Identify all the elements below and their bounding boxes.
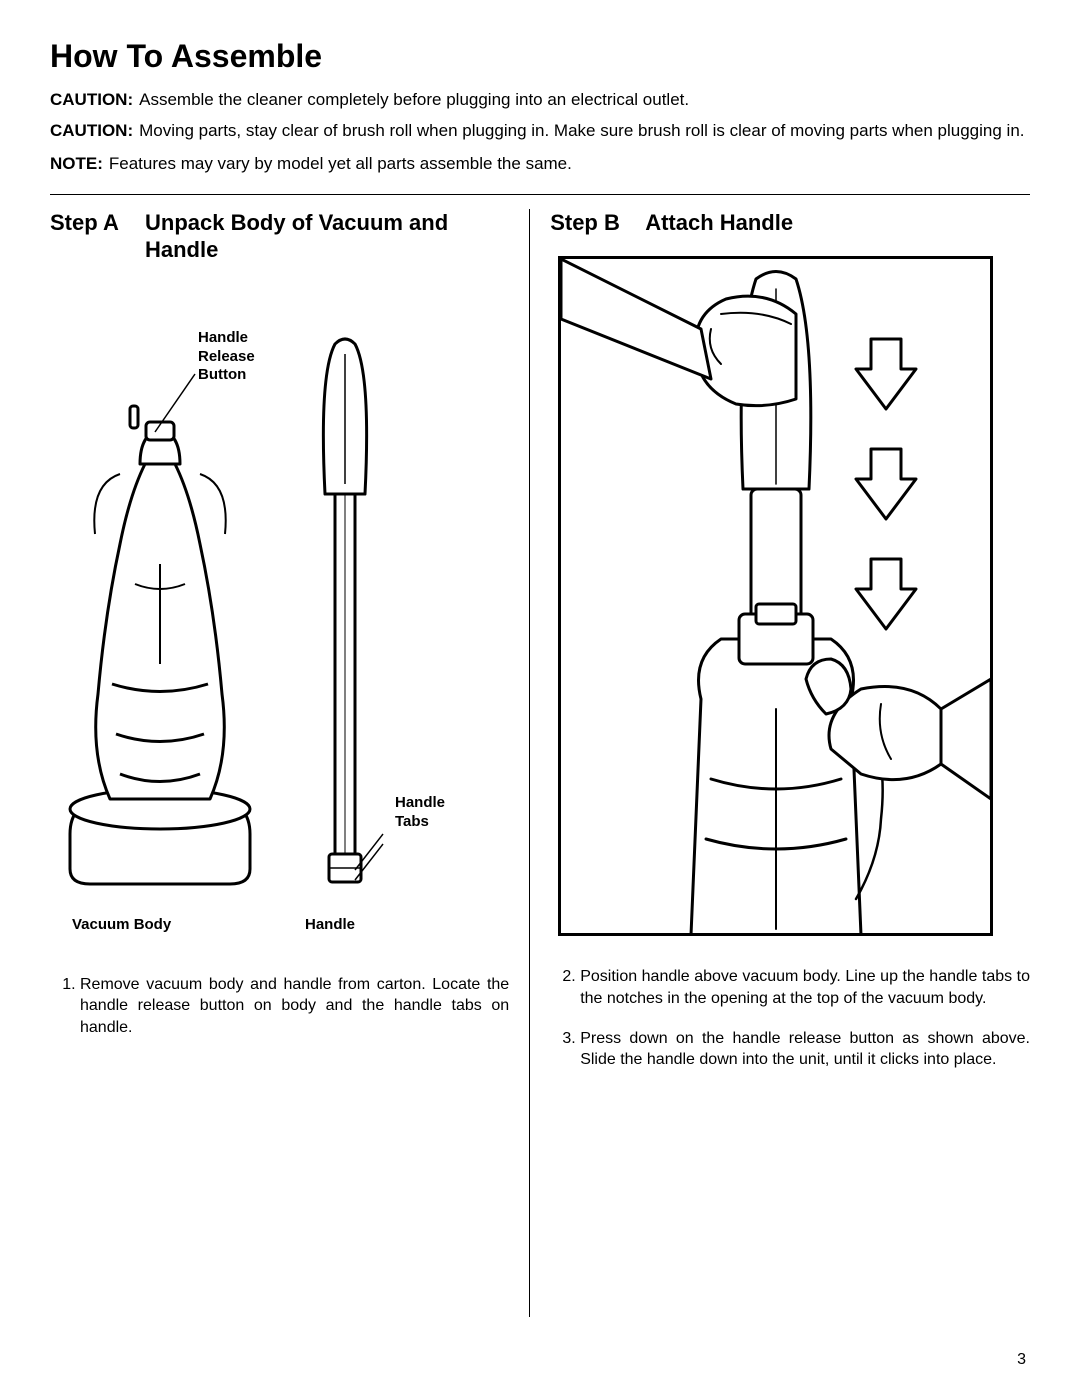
instruction-1: Remove vacuum body and handle from carto… bbox=[80, 974, 509, 1039]
step-b-figure bbox=[558, 256, 993, 936]
step-b-head: Step B Attach Handle bbox=[550, 209, 1030, 237]
step-b-title: Attach Handle bbox=[645, 209, 793, 237]
caution-label: CAUTION: bbox=[50, 89, 133, 112]
handle-illustration bbox=[305, 334, 385, 894]
caution-text: Moving parts, stay clear of brush roll w… bbox=[139, 120, 1024, 143]
note-text: Features may vary by model yet all parts… bbox=[109, 153, 572, 176]
note-label: NOTE: bbox=[50, 153, 103, 176]
note-1: NOTE: Features may vary by model yet all… bbox=[50, 153, 1030, 176]
step-a-title: Unpack Body of Vacuum and Handle bbox=[145, 209, 509, 264]
callout-handle-release-button: Handle Release Button bbox=[198, 329, 255, 385]
instruction-3: Press down on the handle release button … bbox=[580, 1028, 1030, 1071]
attach-handle-illustration bbox=[561, 259, 991, 935]
callout-handle: Handle bbox=[305, 916, 355, 935]
caution-label: CAUTION: bbox=[50, 120, 133, 143]
step-a-figure: Handle Release Button Handle Tabs Vacuum… bbox=[50, 284, 509, 944]
columns: Step A Unpack Body of Vacuum and Handle bbox=[50, 209, 1030, 1317]
caution-text: Assemble the cleaner completely before p… bbox=[139, 89, 689, 112]
section-divider bbox=[50, 194, 1030, 195]
step-b-label: Step B bbox=[550, 209, 645, 237]
vacuum-body-illustration bbox=[50, 334, 270, 894]
page-title: How To Assemble bbox=[50, 38, 1030, 75]
step-a-label: Step A bbox=[50, 209, 145, 237]
instruction-2: Position handle above vacuum body. Line … bbox=[580, 966, 1030, 1009]
caution-1: CAUTION: Assemble the cleaner completely… bbox=[50, 89, 1030, 112]
step-b-instructions: Position handle above vacuum body. Line … bbox=[550, 966, 1030, 1070]
manual-page: How To Assemble CAUTION: Assemble the cl… bbox=[0, 0, 1080, 1397]
page-number: 3 bbox=[1017, 1351, 1026, 1369]
caution-2: CAUTION: Moving parts, stay clear of bru… bbox=[50, 120, 1030, 143]
callout-handle-tabs: Handle Tabs bbox=[395, 794, 445, 832]
callout-vacuum-body: Vacuum Body bbox=[72, 916, 171, 935]
step-a-head: Step A Unpack Body of Vacuum and Handle bbox=[50, 209, 509, 264]
step-a-column: Step A Unpack Body of Vacuum and Handle bbox=[50, 209, 530, 1317]
step-a-instructions: Remove vacuum body and handle from carto… bbox=[50, 974, 509, 1039]
step-b-column: Step B Attach Handle bbox=[530, 209, 1030, 1317]
